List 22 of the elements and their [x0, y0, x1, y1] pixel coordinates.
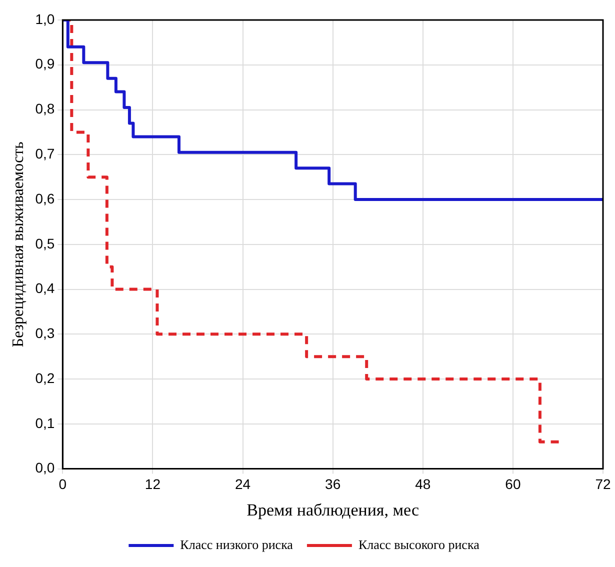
y-tick-label: 0,4	[35, 280, 55, 296]
x-tick-label: 24	[234, 476, 251, 492]
legend-label: Класс низкого риска	[180, 536, 294, 552]
x-tick-label: 48	[415, 476, 431, 492]
x-axis-title: Время наблюдения, мес	[246, 500, 420, 520]
y-tick-label: 0,8	[35, 100, 55, 117]
x-tick-label: 12	[144, 476, 161, 492]
x-tick-label: 36	[325, 476, 341, 492]
y-tick-label: 0,6	[35, 190, 55, 206]
y-axis-title: Безрецидивная выживаемость	[10, 142, 27, 348]
legend-label: Класс высокого риска	[358, 536, 480, 552]
x-tick-label: 72	[595, 476, 611, 492]
x-tick-label: 0	[58, 476, 67, 492]
x-tick-label: 60	[505, 476, 521, 492]
y-tick-label: 0,3	[35, 325, 55, 342]
y-tick-label: 0,5	[35, 235, 55, 252]
y-tick-label: 0,9	[35, 56, 55, 72]
y-tick-label: 0,2	[35, 370, 55, 386]
y-tick-label: 0,0	[35, 460, 55, 476]
y-tick-label: 1,0	[35, 10, 55, 27]
y-tick-label: 0,1	[35, 414, 55, 431]
y-tick-label: 0,7	[35, 146, 55, 162]
